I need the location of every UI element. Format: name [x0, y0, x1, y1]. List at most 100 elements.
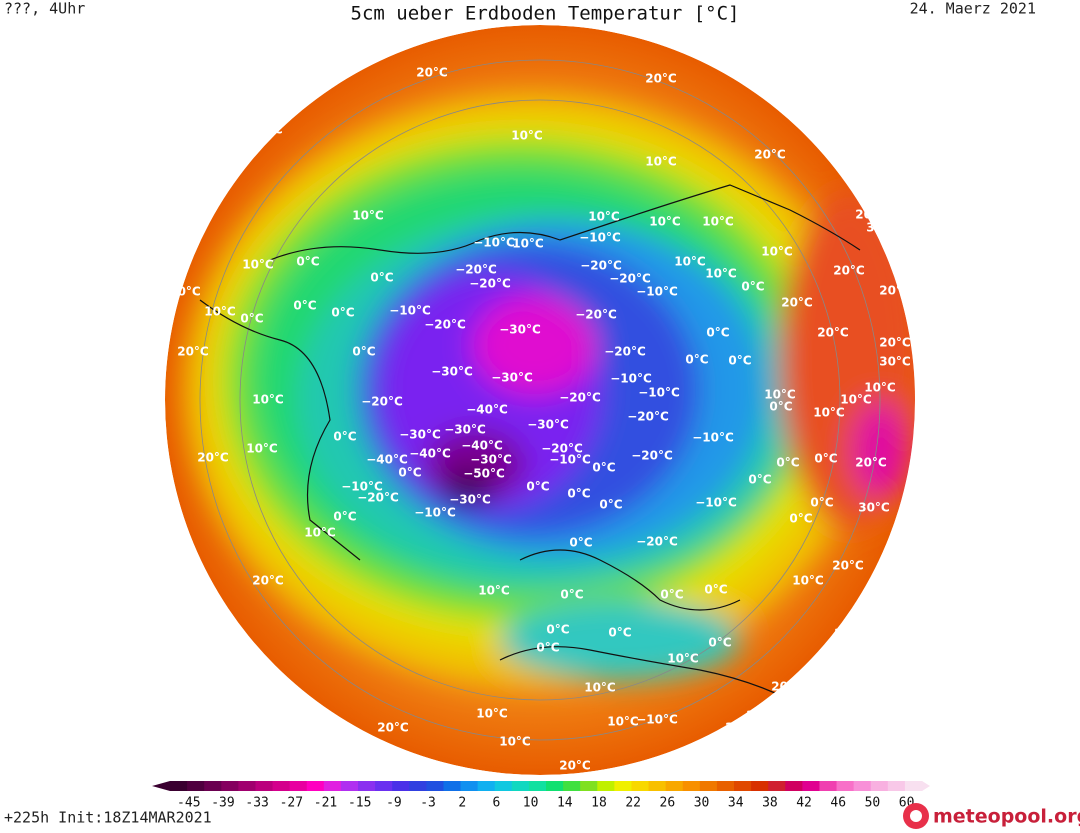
- contour-label: 20°C: [416, 66, 448, 80]
- logo-icon-inner: [910, 810, 922, 822]
- colorbar-segment: [477, 781, 496, 791]
- contour-label: 20°C: [746, 709, 778, 723]
- contour-label: 10°C: [246, 442, 278, 456]
- contour-label: 10°C: [169, 285, 201, 299]
- contour-label: −10°C: [692, 431, 734, 445]
- colorbar-segment: [853, 781, 872, 791]
- contour-label: −40°C: [461, 439, 503, 453]
- colorbar-segment: [494, 781, 513, 791]
- colorbar-end-low: [152, 781, 170, 791]
- colorbar-segment: [409, 781, 427, 791]
- contour-label: 20°C: [252, 574, 284, 588]
- contour-label: 20°C: [879, 336, 911, 350]
- colorbar-segment: [904, 781, 923, 791]
- colorbar-segment: [358, 781, 376, 791]
- colorbar-segment: [443, 781, 462, 791]
- contour-label: 10°C: [702, 215, 734, 229]
- contour-label: −30°C: [444, 423, 486, 437]
- contour-label: −30°C: [431, 365, 473, 379]
- colorbar-segment: [887, 781, 906, 791]
- contour-label: −20°C: [541, 442, 583, 456]
- contour-label: 0°C: [769, 400, 792, 414]
- contour-label: 20°C: [559, 759, 591, 773]
- contour-label: 10°C: [792, 574, 824, 588]
- colorbar-segment: [306, 781, 325, 791]
- contour-label: −20°C: [631, 449, 673, 463]
- contour-label: 0°C: [546, 623, 569, 637]
- contour-label: 10°C: [511, 129, 543, 143]
- contour-label: 20°C: [832, 559, 864, 573]
- contour-label: −30°C: [491, 371, 533, 385]
- contour-label: 10°C: [478, 584, 510, 598]
- colorbar-segment: [426, 781, 444, 791]
- colorbar-tick-label: 50: [865, 796, 881, 811]
- colorbar-segment: [580, 781, 598, 791]
- contour-label: 0°C: [370, 271, 393, 285]
- contour-label: 10°C: [588, 210, 620, 224]
- contour-label: 0°C: [741, 280, 764, 294]
- contour-label: 10°C: [761, 245, 793, 259]
- contour-label: 0°C: [704, 583, 727, 597]
- contour-label: −10°C: [636, 713, 678, 727]
- contour-label: −20°C: [636, 535, 678, 549]
- colorbar-segment: [734, 781, 752, 791]
- colorbar-segment: [272, 781, 291, 791]
- colorbar-segment: [836, 781, 855, 791]
- colorbar-tick-label: -9: [386, 796, 402, 811]
- contour-label: 0°C: [536, 641, 559, 655]
- contour-label: −30°C: [449, 493, 491, 507]
- colorbar: -45 -39 -33 -27 -21 -15 -9 -3 2 6 10 14 18 22 26 30 34 38…: [152, 781, 930, 811]
- colorbar-segment: [323, 781, 342, 791]
- contour-label: 0°C: [293, 299, 316, 313]
- colorbar-tick-label: -39: [211, 796, 234, 811]
- colorbar-segment: [563, 781, 581, 791]
- contour-label: 10°C: [864, 381, 896, 395]
- contour-label: 30°C: [879, 355, 911, 369]
- logo-text: meteopool.org: [933, 806, 1080, 828]
- colorbar-tick-label: 46: [830, 796, 846, 811]
- contour-label: 0°C: [240, 312, 263, 326]
- contour-label: −20°C: [575, 308, 617, 322]
- contour-label: −50°C: [463, 467, 505, 481]
- colorbar-segment: [460, 781, 479, 791]
- colorbar-segment: [238, 781, 256, 791]
- contour-label: 20°C: [197, 451, 229, 465]
- temperature-field: [165, 25, 915, 775]
- contour-label: 10°C: [204, 305, 236, 319]
- contour-label: 10°C: [813, 406, 845, 420]
- contour-label: −10°C: [341, 480, 383, 494]
- colorbar-tick-label: -21: [314, 796, 337, 811]
- contour-label: 0°C: [398, 466, 421, 480]
- contour-label: 10°C: [607, 715, 639, 729]
- contour-label: 0°C: [776, 456, 799, 470]
- contour-label: 0°C: [352, 345, 375, 359]
- contour-label: 10°C: [352, 209, 384, 223]
- contour-label: 10°C: [645, 155, 677, 169]
- colorbar-segment: [392, 781, 410, 791]
- contour-label: 0°C: [296, 255, 319, 269]
- contour-label: 20°C: [855, 456, 887, 470]
- contour-label: −30°C: [527, 418, 569, 432]
- colorbar-tick-label: 18: [591, 796, 607, 811]
- contour-label: −20°C: [361, 395, 403, 409]
- contour-label: 20°C: [754, 148, 786, 162]
- colorbar-tick-label: 10: [523, 796, 539, 811]
- contour-label: 0°C: [789, 512, 812, 526]
- contour-label: 0°C: [810, 496, 833, 510]
- colorbar-segment: [340, 781, 359, 791]
- colorbar-segment: [375, 781, 393, 791]
- contour-label: 10°C: [252, 393, 284, 407]
- colorbar-segment: [221, 781, 239, 791]
- colorbar-segment: [597, 781, 615, 791]
- colorbar-segment: [870, 781, 889, 791]
- contour-label: 20°C: [817, 326, 849, 340]
- contour-label: 0°C: [685, 353, 708, 367]
- colorbar-segment: [511, 781, 530, 791]
- contour-label: 0°C: [660, 588, 683, 602]
- colorbar-segment: [768, 781, 786, 791]
- contour-label: −30°C: [470, 453, 512, 467]
- colorbar-end-high: [922, 781, 930, 791]
- contour-label: 0°C: [567, 487, 590, 501]
- contour-label: −20°C: [357, 491, 399, 505]
- contour-label: 10°C: [584, 681, 616, 695]
